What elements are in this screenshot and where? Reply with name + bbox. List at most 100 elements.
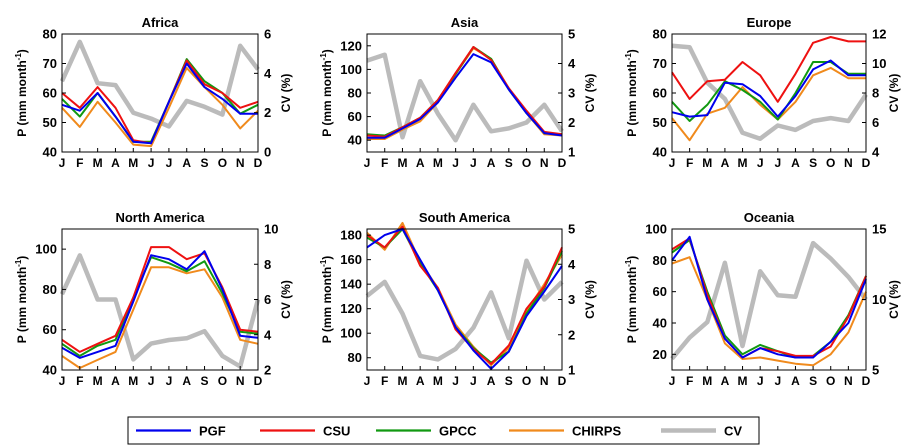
x-tick-label: M bbox=[93, 156, 103, 170]
x-tick-label: D bbox=[558, 156, 567, 170]
series-line-csu bbox=[61, 246, 259, 353]
y2-tick-label: 5 bbox=[872, 363, 879, 378]
y2-axis-label: CV (%) bbox=[887, 280, 901, 319]
y-tick-label: 100 bbox=[340, 326, 362, 341]
y2-tick-label: 2 bbox=[264, 105, 271, 120]
x-tick-label: J bbox=[669, 374, 676, 388]
y2-axis-label: CV (%) bbox=[887, 74, 901, 113]
series-line-csu bbox=[366, 46, 563, 138]
x-tick-label: D bbox=[862, 156, 871, 170]
x-tick-label: J bbox=[148, 374, 155, 388]
series-line-cv bbox=[671, 43, 868, 141]
y2-tick-label: 8 bbox=[264, 257, 271, 272]
x-tick-label: J bbox=[59, 156, 66, 170]
x-tick-label: A bbox=[111, 156, 120, 170]
y2-tick-label: 12 bbox=[872, 27, 886, 42]
y-tick-label: 60 bbox=[43, 322, 57, 337]
y2-tick-label: 10 bbox=[872, 292, 886, 307]
y2-tick-label: 3 bbox=[568, 292, 575, 307]
x-tick-label: O bbox=[218, 156, 227, 170]
x-tick-label: D bbox=[558, 374, 567, 388]
x-tick-label: J bbox=[59, 374, 66, 388]
x-tick-label: S bbox=[201, 156, 209, 170]
legend: PGF CSU GPCC CHIRPS CV bbox=[127, 416, 760, 445]
x-tick-label: N bbox=[844, 374, 853, 388]
y2-axis-label: CV (%) bbox=[583, 74, 597, 113]
legend-label-csu: CSU bbox=[323, 424, 350, 439]
series-line-csu bbox=[671, 237, 867, 359]
legend-box bbox=[127, 416, 760, 445]
x-tick-label: O bbox=[218, 374, 227, 388]
y-tick-label: 80 bbox=[653, 253, 667, 268]
y2-axis-label: CV (%) bbox=[279, 280, 293, 319]
x-tick-label: S bbox=[505, 156, 513, 170]
x-tick-label: F bbox=[686, 156, 693, 170]
plot-frame bbox=[366, 33, 563, 153]
panel-title: Europe bbox=[747, 15, 792, 30]
y-tick-label: 120 bbox=[340, 301, 362, 316]
x-tick-label: M bbox=[433, 374, 443, 388]
series-line-pgf bbox=[61, 250, 259, 359]
x-tick-label: J bbox=[774, 156, 781, 170]
x-tick-label: O bbox=[522, 156, 531, 170]
y2-tick-label: 1 bbox=[568, 145, 575, 160]
series-line-pgf bbox=[671, 59, 866, 118]
series-line-chirps bbox=[61, 66, 259, 148]
y2-tick-label: 5 bbox=[568, 27, 575, 42]
x-tick-label: J bbox=[757, 156, 764, 170]
y-tick-label: 40 bbox=[653, 316, 667, 331]
panel-title: South America bbox=[419, 210, 511, 225]
x-tick-label: M bbox=[397, 374, 407, 388]
series-line-pgf bbox=[61, 62, 258, 145]
x-tick-label: F bbox=[686, 374, 693, 388]
y-tick-label: 70 bbox=[653, 56, 667, 71]
x-tick-label: A bbox=[791, 156, 800, 170]
series-line-pgf bbox=[366, 228, 563, 370]
panel-title: Africa bbox=[142, 15, 180, 30]
x-tick-label: D bbox=[862, 374, 871, 388]
legend-label-cv: CV bbox=[724, 424, 742, 439]
panel-title: Asia bbox=[451, 15, 479, 30]
y2-tick-label: 6 bbox=[264, 27, 271, 42]
y-tick-label: 100 bbox=[35, 242, 57, 257]
y-axis-label: P (mm month-1) bbox=[14, 49, 29, 137]
x-tick-label: S bbox=[505, 374, 513, 388]
x-tick-label: O bbox=[826, 156, 835, 170]
x-tick-label: A bbox=[182, 156, 191, 170]
y-tick-label: 180 bbox=[340, 228, 362, 243]
x-tick-label: F bbox=[381, 156, 388, 170]
y-tick-label: 80 bbox=[43, 27, 57, 42]
y-tick-label: 60 bbox=[653, 86, 667, 101]
x-tick-label: A bbox=[416, 374, 425, 388]
x-tick-label: J bbox=[148, 156, 155, 170]
y2-tick-label: 0 bbox=[264, 145, 271, 160]
x-tick-label: M bbox=[93, 374, 103, 388]
x-tick-label: J bbox=[470, 156, 477, 170]
y2-tick-label: 2 bbox=[568, 115, 575, 130]
y-axis-label: P (mm month-1) bbox=[624, 256, 639, 344]
y-tick-label: 60 bbox=[653, 284, 667, 299]
y-tick-label: 40 bbox=[43, 145, 57, 160]
series-line-cv bbox=[365, 258, 564, 362]
x-tick-label: J bbox=[452, 374, 459, 388]
x-tick-label: N bbox=[844, 156, 853, 170]
y-tick-label: 40 bbox=[43, 363, 57, 378]
x-tick-label: S bbox=[809, 156, 817, 170]
y2-tick-label: 10 bbox=[872, 56, 886, 71]
x-tick-label: M bbox=[738, 374, 748, 388]
y-tick-label: 100 bbox=[645, 222, 667, 237]
x-tick-label: O bbox=[826, 374, 835, 388]
y-tick-label: 120 bbox=[340, 38, 362, 53]
y2-tick-label: 6 bbox=[872, 115, 879, 130]
x-tick-label: A bbox=[791, 374, 800, 388]
y-tick-label: 50 bbox=[43, 115, 57, 130]
y2-axis-label: CV (%) bbox=[279, 74, 293, 113]
y-axis-label: P (mm month-1) bbox=[319, 49, 334, 137]
y2-tick-label: 6 bbox=[264, 292, 271, 307]
series-line-cv bbox=[670, 240, 868, 361]
y-tick-label: 80 bbox=[348, 350, 362, 365]
y2-tick-label: 1 bbox=[568, 363, 575, 378]
